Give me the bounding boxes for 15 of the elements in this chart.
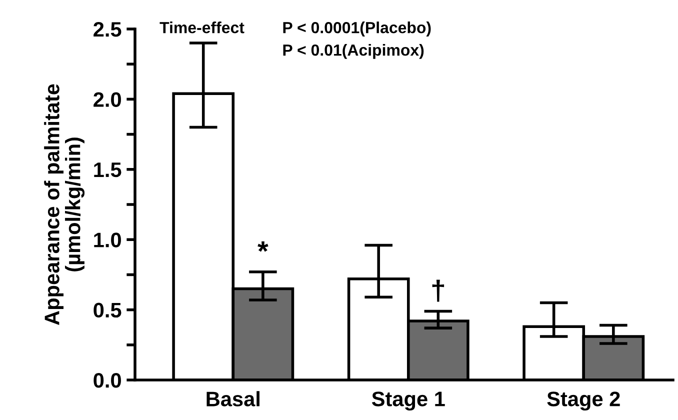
x-tick-label: Stage 1 bbox=[372, 392, 445, 411]
y-tick-label: 2.5 bbox=[94, 22, 122, 37]
y-tick-label: 1.5 bbox=[94, 162, 122, 178]
annotation: † bbox=[432, 280, 444, 302]
annotation: * bbox=[258, 241, 268, 252]
y-tick-label: 1.0 bbox=[94, 232, 121, 248]
y-tick-label: 2.0 bbox=[94, 92, 121, 107]
y-tick-label: 0.5 bbox=[94, 302, 122, 318]
x-tick-label: Stage 2 bbox=[547, 392, 620, 411]
annotation: Time-effect bbox=[160, 22, 244, 34]
y-axis-title: Appearance of palmitate (µmol/kg/min) bbox=[44, 84, 85, 325]
annotation: P < 0.0001(Placebo) bbox=[283, 22, 431, 36]
annotation: P < 0.01(Acipimox) bbox=[283, 44, 424, 59]
x-tick-label: Basal bbox=[206, 391, 260, 406]
y-tick-label: 0.0 bbox=[94, 373, 121, 388]
